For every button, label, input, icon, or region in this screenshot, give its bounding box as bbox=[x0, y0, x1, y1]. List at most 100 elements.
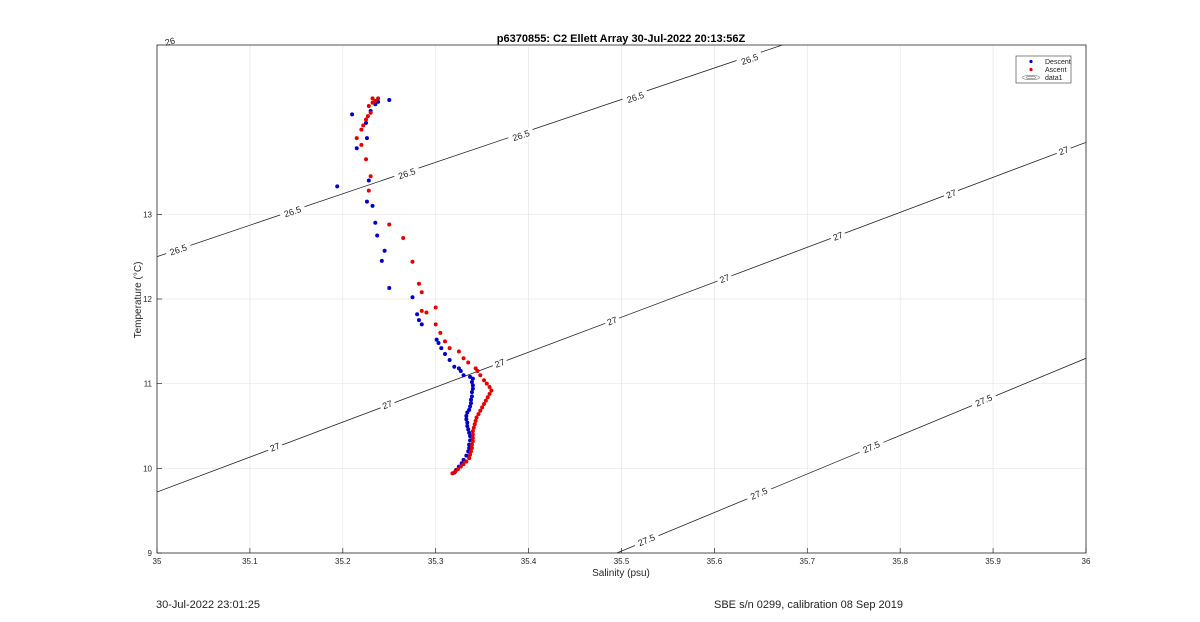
contour-label-bg bbox=[164, 241, 193, 259]
ascent-point bbox=[455, 467, 460, 472]
contour-label-bg bbox=[745, 484, 773, 504]
legend-ascent-marker bbox=[1029, 67, 1033, 72]
ascent-point bbox=[487, 385, 492, 390]
contour-label-27: 27 bbox=[493, 357, 506, 370]
x-tick-label: 35.4 bbox=[521, 557, 537, 566]
ascent-point bbox=[484, 381, 489, 386]
ascent-point bbox=[364, 157, 369, 162]
descent-point bbox=[436, 341, 441, 346]
descent-point bbox=[434, 337, 439, 342]
contour-label-27: 27 bbox=[269, 441, 282, 454]
descent-point bbox=[470, 383, 475, 388]
descent-point bbox=[467, 446, 472, 451]
descent-point bbox=[469, 401, 474, 406]
descent-point bbox=[416, 318, 421, 323]
ascent-point bbox=[473, 418, 478, 423]
ascent-point bbox=[476, 412, 481, 417]
descent-point bbox=[465, 420, 470, 425]
descent-point bbox=[469, 379, 474, 384]
descent-point bbox=[382, 248, 387, 253]
ascent-point bbox=[473, 366, 478, 371]
ascent-point bbox=[470, 435, 475, 440]
legend-ascent-label: Ascent bbox=[1045, 67, 1066, 74]
data-points bbox=[335, 96, 494, 476]
ascent-point bbox=[366, 188, 371, 193]
contour-label-bg bbox=[378, 397, 397, 413]
descent-point bbox=[364, 199, 369, 204]
descent-point bbox=[442, 352, 447, 357]
ascent-point bbox=[474, 415, 479, 420]
ascent-point bbox=[453, 469, 458, 474]
descent-point bbox=[415, 312, 420, 317]
descent-point bbox=[464, 417, 469, 422]
descent-point bbox=[373, 220, 378, 225]
descent-point bbox=[456, 366, 461, 371]
contour-label-bg bbox=[970, 391, 998, 411]
descent-point bbox=[466, 449, 471, 454]
descent-point bbox=[470, 386, 475, 391]
descent-point bbox=[465, 424, 470, 428]
ascent-point bbox=[368, 174, 373, 179]
contour-label-bg bbox=[266, 439, 284, 455]
ascent-point bbox=[419, 290, 424, 295]
ascent-point bbox=[458, 464, 463, 469]
ascent-point bbox=[366, 103, 371, 108]
ascent-point bbox=[438, 330, 443, 335]
contour-label-bg bbox=[632, 530, 661, 550]
descent-point bbox=[375, 233, 380, 238]
contour-label-bg bbox=[735, 50, 764, 69]
ascent-point bbox=[480, 405, 485, 410]
descent-point bbox=[366, 178, 371, 183]
ascent-point bbox=[467, 456, 472, 461]
ascent-point bbox=[410, 259, 415, 264]
y-tick-label: 9 bbox=[148, 549, 153, 558]
y-axis-label: Temperature (°C) bbox=[133, 262, 144, 339]
ascent-point bbox=[472, 422, 477, 427]
y-tick-label: 10 bbox=[143, 464, 152, 473]
descent-point bbox=[419, 322, 424, 327]
y-tick-label: 11 bbox=[144, 380, 153, 389]
contour-line-26.5 bbox=[157, 45, 784, 258]
ascent-point bbox=[433, 322, 438, 327]
descent-point bbox=[335, 184, 340, 189]
x-tick-label: 35.1 bbox=[242, 557, 258, 566]
ascent-point bbox=[373, 98, 378, 103]
descent-point bbox=[364, 136, 369, 141]
ascent-point bbox=[364, 117, 369, 122]
contour-label-bg bbox=[1055, 143, 1073, 159]
ascent-point bbox=[359, 127, 364, 132]
footer-instrument-info: SBE s/n 0299, calibration 08 Sep 2019 bbox=[714, 599, 903, 611]
contour-label-27: 27 bbox=[606, 315, 619, 328]
legend-box bbox=[1015, 55, 1072, 84]
ascent-point bbox=[471, 425, 476, 430]
ascent-point bbox=[433, 305, 438, 310]
contour-label-27: 27 bbox=[832, 230, 845, 243]
descent-point bbox=[467, 407, 472, 412]
contour-label-bg bbox=[507, 126, 535, 145]
descent-point bbox=[467, 442, 472, 447]
ascent-point bbox=[442, 339, 447, 344]
x-tick-label: 35 bbox=[153, 557, 162, 566]
legend-descent-marker bbox=[1029, 59, 1033, 64]
ascent-point bbox=[469, 449, 474, 454]
descent-point bbox=[461, 373, 466, 378]
contour-line-27.5 bbox=[616, 357, 1086, 553]
axis-ticks: 35 35.1 35.2 35.3 35.4 35.5 35.6 35.7 35.8 35.9 36… bbox=[143, 210, 1091, 566]
contour-label-bg bbox=[491, 356, 509, 371]
contour-label-27: 27 bbox=[718, 272, 731, 285]
descent-point bbox=[387, 98, 392, 103]
ascent-point bbox=[482, 401, 487, 406]
ascent-point bbox=[359, 142, 364, 147]
descent-point bbox=[467, 430, 472, 435]
ascent-point bbox=[461, 356, 466, 361]
legend-data1-marker-inner bbox=[1025, 76, 1037, 79]
descent-point bbox=[469, 390, 474, 395]
ascent-point bbox=[469, 442, 474, 447]
contour-label-27: 27 bbox=[945, 188, 958, 201]
ascent-point bbox=[370, 96, 375, 101]
ascent-point bbox=[487, 391, 492, 396]
ascent-point bbox=[424, 310, 429, 315]
x-tick-label: 35.8 bbox=[892, 557, 908, 566]
y-tick-label: 12 bbox=[143, 295, 152, 304]
